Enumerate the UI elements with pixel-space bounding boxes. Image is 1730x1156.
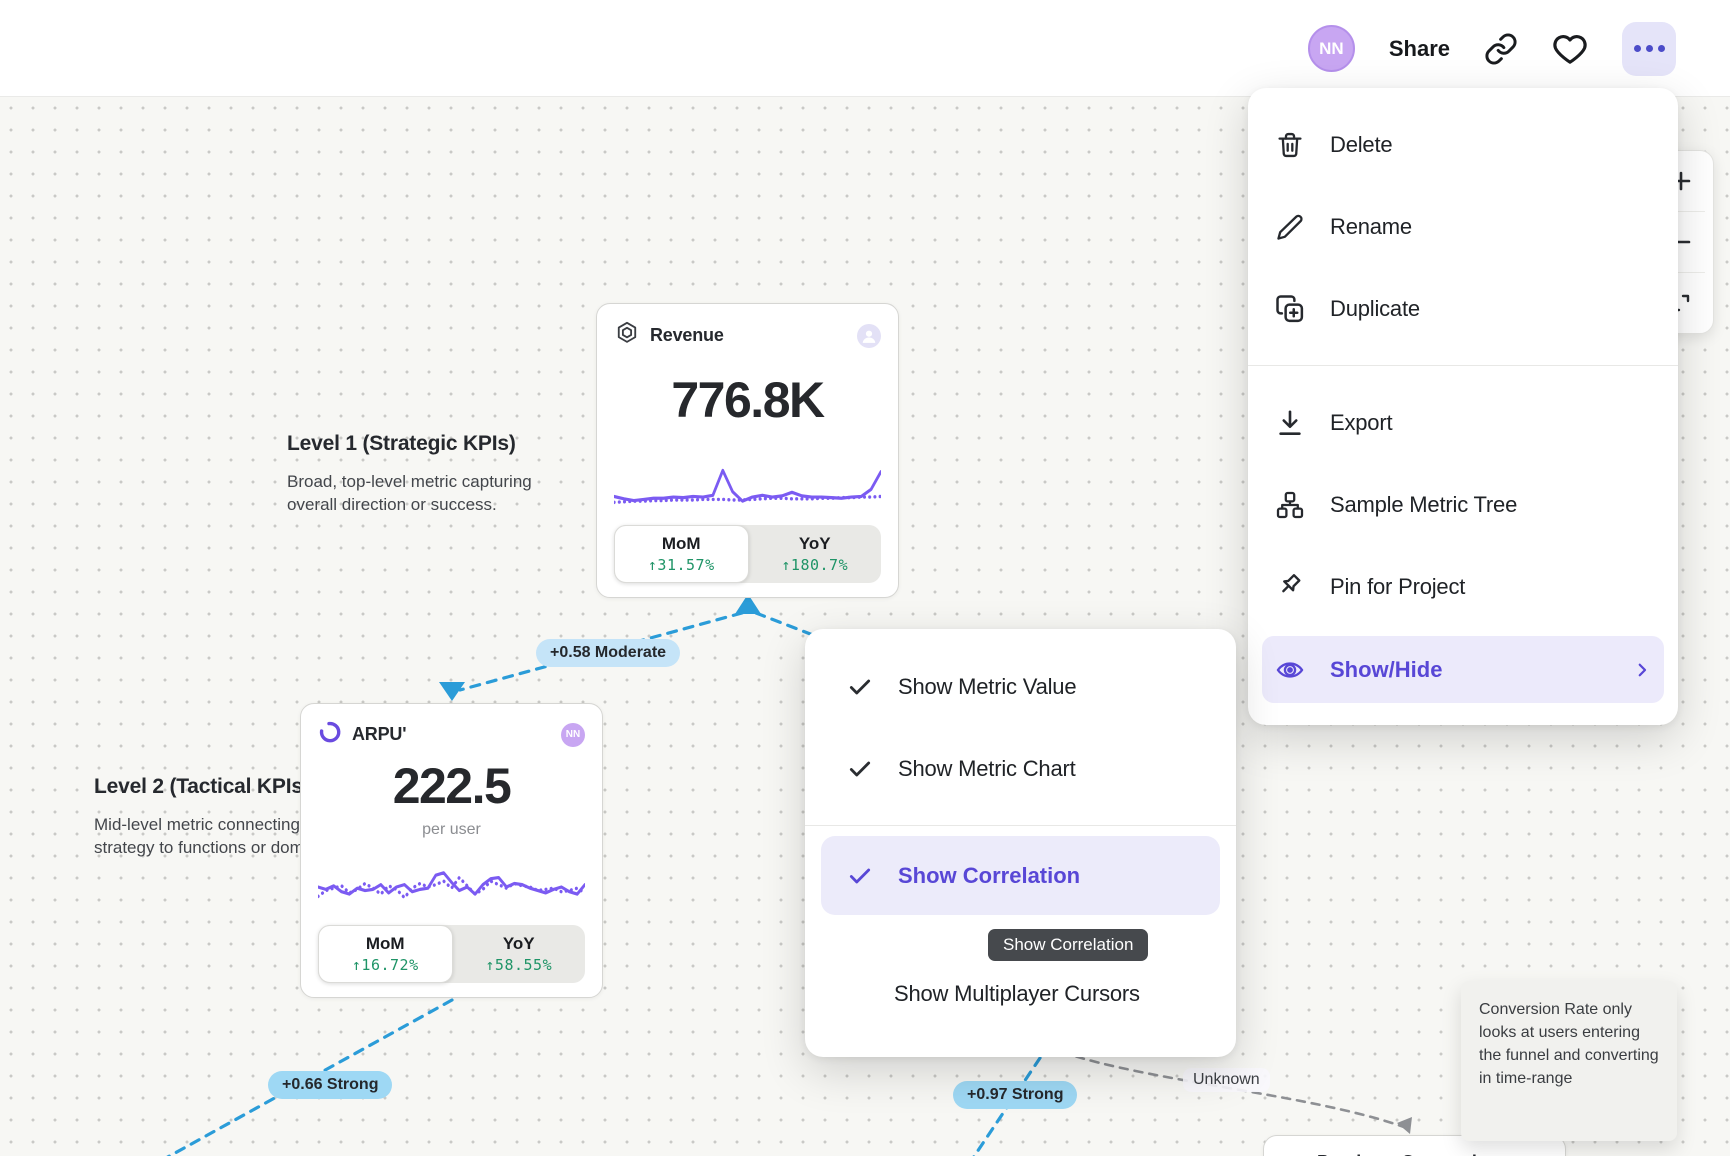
yoy-toggle[interactable]: YoY ↑180.7%: [749, 525, 882, 583]
level1-title: Level 1 (Strategic KPIs): [287, 432, 516, 455]
show-correlation-tooltip: Show Correlation: [988, 929, 1149, 961]
metric-crescent-icon: [318, 720, 342, 749]
yoy-toggle[interactable]: YoY ↑58.55%: [453, 925, 586, 983]
user-avatar[interactable]: NN: [1307, 25, 1355, 72]
menu-item-show-hide[interactable]: Show/Hide: [1262, 636, 1664, 703]
mom-label: MoM: [365, 934, 405, 953]
metric-card-revenue[interactable]: Revenue 776.8K MoM ↑31.57% YoY ↑180.7%: [596, 303, 899, 598]
menu-item-delete[interactable]: Delete: [1248, 104, 1678, 186]
share-button[interactable]: Share: [1388, 35, 1450, 61]
owner-avatar-icon: [857, 323, 881, 348]
duplicate-icon: [1276, 295, 1304, 323]
metric-title: Purchase Conversion R: [1317, 1152, 1514, 1156]
level2-description: Mid-level metric connecting strategy to …: [94, 815, 314, 857]
metric-title: Revenue: [650, 325, 724, 345]
metric-unit: per user: [422, 821, 481, 838]
owner-avatar: NN: [561, 722, 585, 747]
yoy-label: YoY: [798, 534, 831, 553]
metric-value: 222.5: [392, 758, 512, 814]
favorite-heart-icon[interactable]: [1552, 31, 1588, 67]
tree-icon: [1276, 491, 1304, 519]
download-icon: [1279, 410, 1301, 435]
submenu-divider: [805, 825, 1236, 826]
show-hide-submenu: Show Metric Value Show Metric Chart Show…: [805, 629, 1236, 1057]
period-toggle: MoM ↑16.72% YoY ↑58.55%: [318, 925, 585, 983]
metric-title: ARPU': [352, 724, 407, 744]
submenu-item-show-multiplayer-cursors[interactable]: Show Multiplayer Cursors: [894, 981, 1140, 1006]
mom-value: ↑31.57%: [647, 556, 715, 574]
mom-label: MoM: [661, 534, 701, 553]
metric-card-arpu[interactable]: ARPU' NN 222.5 per user MoM ↑16.72% YoY …: [300, 703, 603, 998]
pencil-icon: [1277, 214, 1303, 240]
level1-description: Broad, top-level metric capturing overal…: [287, 472, 532, 514]
submenu-item-show-correlation[interactable]: Show Correlation: [821, 836, 1220, 915]
correlation-badge-moderate: +0.58 Moderate: [536, 639, 681, 667]
eye-icon: [1276, 661, 1304, 678]
mom-toggle[interactable]: MoM ↑16.72%: [318, 925, 453, 983]
copy-link-icon[interactable]: [1484, 32, 1518, 66]
mom-value: ↑16.72%: [351, 956, 419, 974]
check-icon: [849, 679, 871, 695]
correlation-badge-unknown: Unknown: [1183, 1068, 1270, 1092]
correlation-badge-strong-2: +0.97 Strong: [953, 1081, 1078, 1109]
level2-annotation: Level 2 (Tactical KPIs Mid-level metric …: [94, 775, 334, 859]
menu-item-pin-for-project[interactable]: Pin for Project: [1248, 546, 1678, 628]
trash-icon: [1278, 132, 1302, 158]
metric-value: 776.8K: [671, 372, 825, 428]
top-bar: NN Share: [0, 0, 1730, 97]
sparkline-chart: [318, 871, 585, 901]
yoy-value: ↑180.7%: [781, 556, 849, 574]
more-options-button[interactable]: [1622, 21, 1676, 76]
submenu-item-show-metric-chart[interactable]: Show Metric Chart: [805, 728, 1236, 810]
menu-item-sample-metric-tree[interactable]: Sample Metric Tree: [1248, 464, 1678, 546]
menu-item-rename[interactable]: Rename: [1248, 186, 1678, 268]
level1-annotation: Level 1 (Strategic KPIs) Broad, top-leve…: [287, 432, 547, 516]
yoy-label: YoY: [502, 934, 535, 953]
period-toggle: MoM ↑31.57% YoY ↑180.7%: [614, 525, 881, 583]
mom-toggle[interactable]: MoM ↑31.57%: [614, 525, 749, 583]
pin-icon: [1282, 574, 1301, 593]
note-card[interactable]: Conversion Rate only looks at users ente…: [1461, 981, 1677, 1141]
chevron-right-icon: [1638, 663, 1647, 676]
correlation-badge-strong-1: +0.66 Strong: [268, 1071, 393, 1099]
menu-item-duplicate[interactable]: Duplicate: [1248, 268, 1678, 350]
context-menu: Delete Rename Duplicate Export: [1248, 88, 1678, 725]
metric-hexagon-icon: [614, 320, 640, 351]
menu-divider: [1248, 365, 1678, 366]
yoy-value: ↑58.55%: [485, 956, 553, 974]
sparkline-chart: [614, 468, 881, 505]
menu-item-export[interactable]: Export: [1248, 382, 1678, 464]
level2-title: Level 2 (Tactical KPIs: [94, 775, 303, 798]
submenu-item-show-metric-value[interactable]: Show Metric Value: [805, 646, 1236, 728]
check-icon: [849, 868, 871, 883]
check-icon: [849, 761, 871, 777]
